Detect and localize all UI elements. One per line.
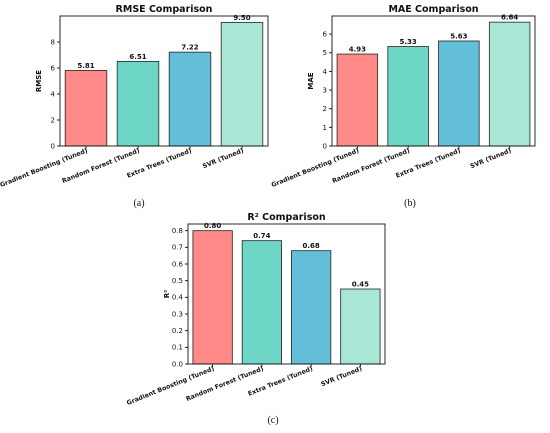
plot-frame: [187, 223, 386, 365]
y-tick-label-4: 3: [323, 86, 327, 94]
value-label-3: 0.68: [302, 242, 319, 250]
bar-3: [291, 250, 332, 365]
y-tick-label-3: 0.2: [172, 327, 183, 335]
value-label-4: 9.50: [233, 14, 250, 22]
bar-4: [340, 288, 381, 365]
chart-title: MAE Comparison: [388, 4, 478, 15]
bar-2: [116, 60, 160, 147]
plot-frame: [331, 15, 536, 147]
value-label-2: 6.51: [129, 53, 146, 61]
bar-3: [168, 51, 212, 147]
y-tick-label-4: 6: [51, 64, 56, 72]
chart-title: R² Comparison: [247, 212, 326, 223]
y-axis-label: RMSE: [35, 70, 43, 92]
value-label-1: 4.93: [349, 46, 366, 54]
bar-1: [64, 70, 108, 147]
y-axis-label: MAE: [307, 72, 315, 89]
value-label-1: 0.80: [204, 222, 221, 230]
bar-1: [336, 53, 379, 147]
value-label-1: 5.81: [77, 62, 94, 70]
y-axis-label: R²: [163, 290, 171, 298]
bar-2: [241, 240, 282, 365]
x-tick-label-4: SVR (Tuned): [202, 147, 245, 170]
x-tick-label-1: Gradient Boosting (Tuned): [271, 147, 361, 189]
y-tick-label-6: 5: [323, 49, 327, 57]
plot-frame: [59, 15, 269, 147]
y-tick-label-3: 4: [51, 90, 56, 98]
y-tick-label-7: 0.6: [172, 260, 184, 268]
y-tick-label-5: 4: [323, 68, 328, 76]
value-label-3: 7.22: [181, 44, 198, 52]
y-tick-label-2: 0.1: [172, 344, 183, 352]
bar-4: [488, 21, 531, 147]
panel-label: (c): [267, 415, 278, 426]
chart-title: RMSE Comparison: [116, 4, 213, 15]
y-tick-label-9: 0.8: [172, 227, 183, 235]
x-tick-label-4: SVR (Tuned): [469, 147, 512, 170]
x-tick-label-1: Gradient Boosting (Tuned): [126, 365, 216, 407]
value-label-4: 0.45: [352, 281, 369, 289]
y-tick-label-5: 0.4: [172, 294, 184, 302]
bar-3: [438, 40, 480, 147]
x-tick-label-1: Gradient Boosting (Tuned): [0, 147, 89, 189]
y-tick-label-3: 2: [323, 105, 327, 113]
y-tick-label-2: 2: [51, 116, 55, 124]
y-tick-label-5: 8: [51, 38, 55, 46]
bar-2: [387, 46, 429, 147]
y-tick-label-1: 0.0: [172, 360, 183, 368]
y-tick-label-8: 0.7: [172, 244, 183, 252]
y-tick-label-2: 1: [323, 124, 327, 132]
bar-4: [220, 22, 264, 147]
value-label-2: 5.33: [399, 38, 416, 46]
bar-1: [192, 230, 233, 365]
value-label-4: 6.64: [501, 14, 518, 22]
y-tick-label-4: 0.3: [172, 310, 183, 318]
x-tick-label-4: SVR (Tuned): [320, 365, 363, 388]
y-tick-label-7: 6: [323, 30, 328, 38]
y-tick-label-1: 0: [51, 142, 55, 150]
y-tick-label-1: 0: [323, 142, 327, 150]
value-label-3: 5.63: [450, 32, 467, 40]
value-label-2: 0.74: [253, 232, 270, 240]
panel-label: (b): [404, 198, 416, 209]
y-tick-label-6: 0.5: [172, 277, 183, 285]
panel-label: (a): [133, 198, 144, 209]
